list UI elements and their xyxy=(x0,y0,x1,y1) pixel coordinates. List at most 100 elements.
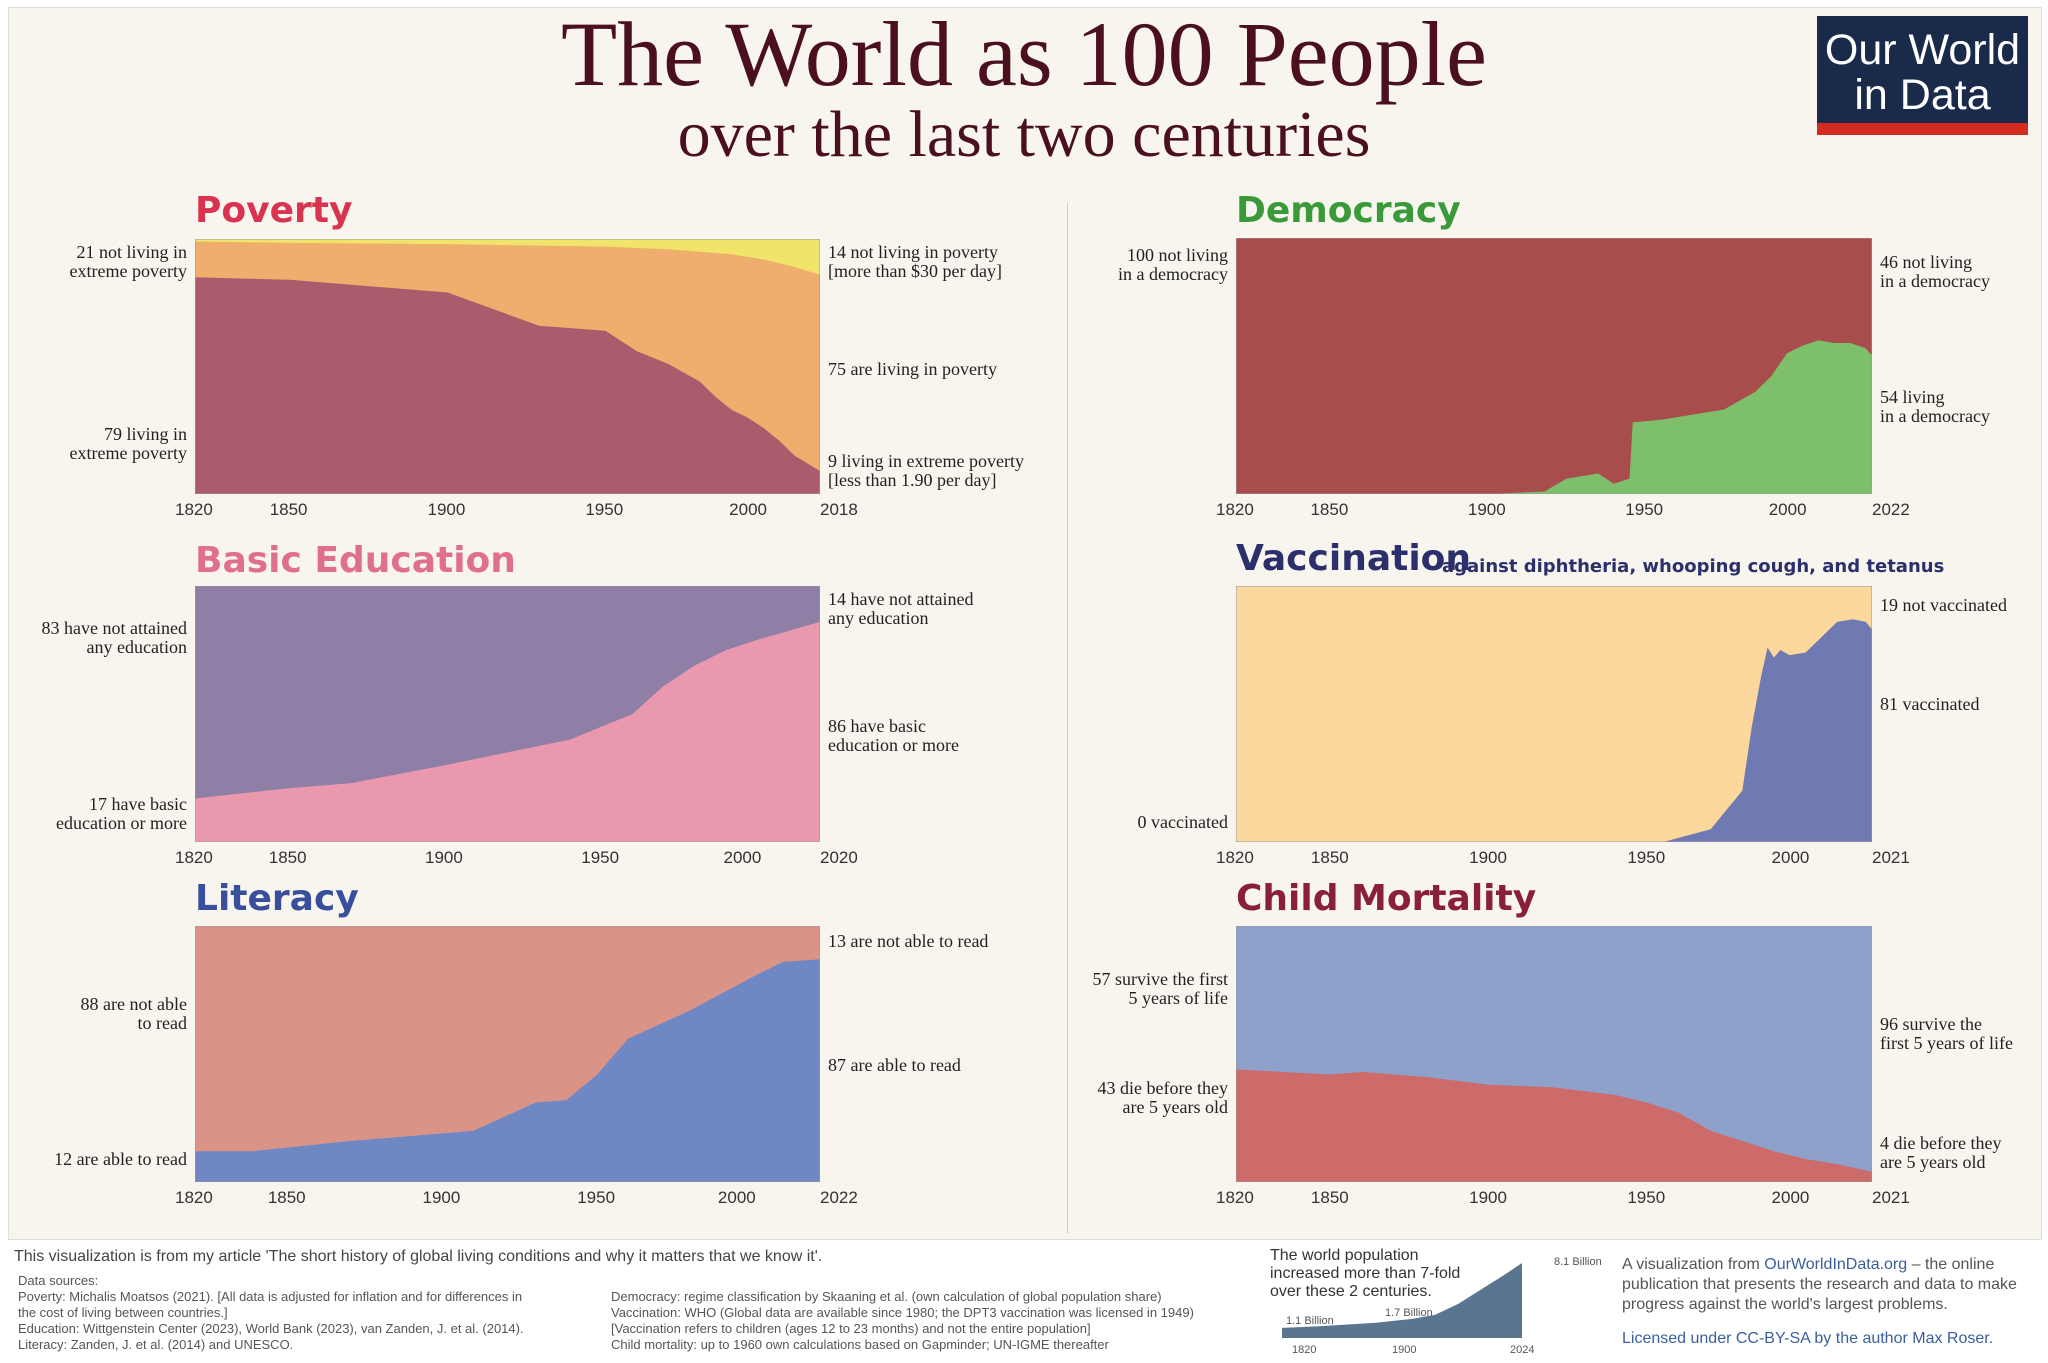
x-tick-label: 1850 xyxy=(1310,500,1349,519)
right-label: 54 living in a democracy xyxy=(1880,387,1990,426)
population-tick: 1900 xyxy=(1392,1344,1416,1356)
x-tick-label: 1820 xyxy=(175,848,213,867)
left-label: 43 die before they are 5 years old xyxy=(1097,1078,1228,1117)
owid-link[interactable]: OurWorldInData.org xyxy=(1764,1256,1908,1273)
x-tick-label: 1820 xyxy=(1216,500,1254,519)
area-layer-1 xyxy=(195,959,820,1182)
x-tick-label: 2000 xyxy=(1768,500,1807,519)
right-label: 75 are living in poverty xyxy=(828,359,997,379)
right-label: 96 survive the first 5 years of life xyxy=(1880,1014,2013,1053)
population-tick: 2024 xyxy=(1510,1344,1534,1356)
source-line: Poverty: Michalis Moatsos (2021). [All d… xyxy=(18,1289,523,1304)
x-tick-label: 1950 xyxy=(577,1188,616,1207)
area-chart xyxy=(1236,926,1872,1182)
area-layer-1 xyxy=(1236,340,1872,494)
right-label: 13 are not able to read xyxy=(828,931,989,951)
x-tick-label: 1820 xyxy=(1216,1188,1254,1207)
logo-text: Our World in Data xyxy=(1824,26,2021,119)
x-tick-label: 1850 xyxy=(269,500,308,519)
population-chart: 1.1 Billion 1.7 Billion 8.1 Billion 1820 190… xyxy=(1282,1256,1602,1356)
x-tick-label: 1900 xyxy=(427,500,466,519)
x-tick-label: 1850 xyxy=(267,1188,306,1207)
right-label: 81 vaccinated xyxy=(1880,694,1980,714)
x-tick-label: 1850 xyxy=(268,848,307,867)
source-line: Child mortality: up to 1960 own calculat… xyxy=(611,1337,1109,1352)
population-label: 1.1 Billion xyxy=(1286,1315,1334,1327)
panel-title: Literacy xyxy=(195,878,359,919)
x-tick-label: 1900 xyxy=(1469,848,1507,867)
x-tick-label: 1950 xyxy=(585,500,624,519)
area-layer-1 xyxy=(195,621,820,842)
x-tick-label: 1850 xyxy=(1310,848,1349,867)
x-tick-label: 1950 xyxy=(581,848,620,867)
sources-right: Democracy: regime classification by Skaa… xyxy=(611,1289,1194,1353)
x-tick-label: 2000 xyxy=(729,500,767,519)
page-subtitle: over the last two centuries xyxy=(677,98,1371,171)
x-tick-label: 2000 xyxy=(717,1188,756,1207)
owid-description: A visualization from OurWorldInData.org … xyxy=(1622,1255,2032,1315)
area-chart xyxy=(195,586,820,842)
population-tick: 1820 xyxy=(1292,1344,1316,1356)
x-tick-label: 2000 xyxy=(1771,848,1810,867)
owid-prefix: A visualization from xyxy=(1622,1256,1765,1273)
area-layer-1 xyxy=(1663,619,1872,842)
right-label: 86 have basic education or more xyxy=(828,716,959,755)
column-divider xyxy=(1067,203,1068,1233)
source-line: Democracy: regime classification by Skaa… xyxy=(611,1289,1162,1304)
x-tick-label: 2022 xyxy=(820,1188,858,1207)
area-chart xyxy=(1236,238,1872,494)
x-tick-label: 1820 xyxy=(175,1188,213,1207)
right-label: 19 not vaccinated xyxy=(1880,595,2007,615)
owid-logo[interactable]: Our World in Data xyxy=(1817,16,2028,135)
x-tick-label: 2021 xyxy=(1872,848,1910,867)
population-text: The world population increased more than… xyxy=(1270,1247,1461,1300)
source-line: Education: Wittgenstein Center (2023), W… xyxy=(18,1321,524,1336)
panel-title: Democracy xyxy=(1236,190,1461,231)
x-tick-label: 1900 xyxy=(425,848,463,867)
x-tick-label: 2020 xyxy=(820,848,858,867)
area-layer-2 xyxy=(195,277,820,494)
x-tick-label: 1820 xyxy=(175,500,213,519)
x-tick-label: 1950 xyxy=(1627,1188,1666,1207)
panel-subtitle: against diphtheria, whooping cough, and … xyxy=(1442,556,1945,577)
left-label: 83 have not attained any education xyxy=(41,618,187,657)
left-label: 21 not living in extreme poverty xyxy=(69,242,187,281)
x-tick-label: 1850 xyxy=(1310,1188,1349,1207)
panel-title: Vaccination xyxy=(1236,538,1472,579)
population-area xyxy=(1282,1263,1522,1338)
area-chart xyxy=(195,239,820,494)
x-tick-label: 2021 xyxy=(1872,1188,1910,1207)
left-label: 57 survive the first 5 years of life xyxy=(1092,969,1228,1008)
right-label: 14 have not attained any education xyxy=(828,589,974,628)
license-text[interactable]: Licensed under CC-BY-SA by the author Ma… xyxy=(1622,1330,1994,1347)
x-tick-label: 2022 xyxy=(1872,500,1910,519)
x-tick-label: 1950 xyxy=(1627,848,1666,867)
right-label: 46 not living in a democracy xyxy=(1880,252,1990,291)
source-line: Vaccination: WHO (Global data are availa… xyxy=(611,1305,1194,1320)
sources-heading: Data sources: xyxy=(18,1273,99,1288)
x-tick-label: 2000 xyxy=(723,848,762,867)
right-label: 9 living in extreme poverty [less than 1… xyxy=(828,451,1024,490)
page-title: The World as 100 People xyxy=(560,3,1488,105)
panel-title: Basic Education xyxy=(195,540,516,581)
sources-left: Data sources: Poverty: Michalis Moatsos … xyxy=(18,1273,524,1353)
population-label: 8.1 Billion xyxy=(1554,1256,1602,1268)
owid-rest: – the online publication that presents t… xyxy=(1622,1256,2017,1313)
left-label: 88 are not able to read xyxy=(80,994,187,1033)
left-label: 100 not living in a democracy xyxy=(1118,245,1228,284)
left-label: 12 are able to read xyxy=(54,1149,187,1169)
left-label: 0 vaccinated xyxy=(1137,812,1228,832)
left-label: 17 have basic education or more xyxy=(56,794,187,833)
population-label: 1.7 Billion xyxy=(1385,1307,1433,1319)
left-label: 79 living in extreme poverty xyxy=(69,424,187,463)
area-chart xyxy=(1236,586,1872,842)
x-tick-label: 1820 xyxy=(1216,848,1254,867)
panel-title: Poverty xyxy=(195,190,353,231)
source-line: [Vaccination refers to children (ages 12… xyxy=(611,1321,1091,1336)
right-label: 87 are able to read xyxy=(828,1055,961,1075)
source-line: Literacy: Zanden, J. et al. (2014) and U… xyxy=(18,1337,294,1352)
x-tick-label: 2000 xyxy=(1771,1188,1810,1207)
x-tick-label: 1900 xyxy=(1467,500,1506,519)
x-tick-label: 1900 xyxy=(1469,1188,1507,1207)
x-tick-label: 1900 xyxy=(422,1188,461,1207)
